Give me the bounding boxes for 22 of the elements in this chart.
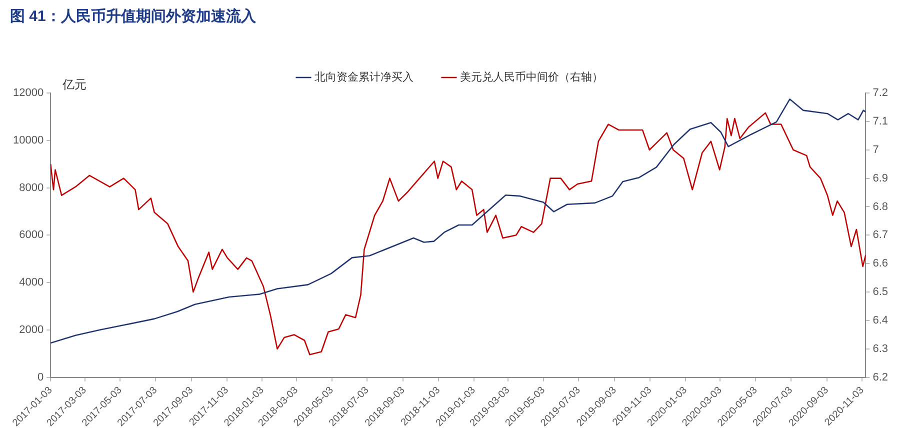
y2-tick-label: 6.3 [872, 342, 888, 355]
y2-tick-label: 7 [872, 144, 879, 156]
legend-label: 北向资金累计净买入 [314, 70, 414, 84]
y-tick-label: 8000 [19, 182, 44, 194]
y-tick-label: 12000 [12, 87, 44, 100]
y2-tick-label: 6.9 [872, 172, 888, 184]
y2-tick-label: 7.2 [872, 87, 888, 100]
y2-tick-label: 6.2 [872, 371, 888, 384]
y2-tick-label: 6.4 [872, 314, 888, 327]
y-tick-label: 6000 [19, 229, 44, 242]
y-tick-label: 2000 [19, 324, 44, 336]
y-tick-label: 10000 [12, 134, 44, 146]
y-tick-label: 0 [37, 371, 44, 384]
y2-tick-label: 6.6 [872, 258, 888, 270]
y-axis-title: 亿元 [62, 77, 87, 92]
chart-title: 图 41：人民币升值期间外资加速流入 [10, 7, 257, 26]
y2-tick-label: 6.5 [872, 286, 888, 298]
y-tick-label: 4000 [19, 276, 44, 289]
legend-label: 美元兑人民币中间价（右轴） [460, 70, 603, 84]
y2-tick-label: 6.8 [872, 200, 888, 213]
y2-tick-label: 7.1 [872, 115, 888, 128]
y2-tick-label: 6.7 [872, 229, 888, 242]
